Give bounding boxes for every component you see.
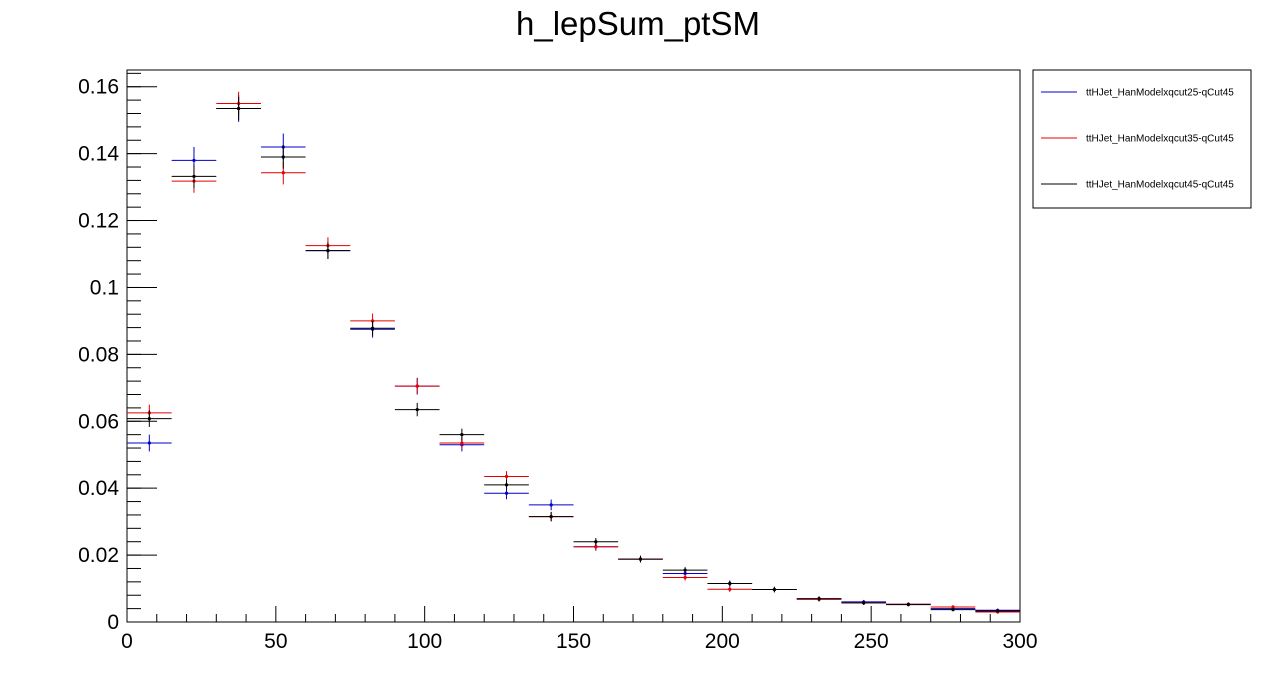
data-point (975, 609, 1020, 613)
data-point (394, 402, 440, 417)
x-axis: 0 50 100 150 200 250 300 (121, 606, 1038, 653)
data-point (171, 164, 217, 189)
point-marker (147, 441, 151, 445)
legend-label: ttHJet_HanModelxqcut45-qCut45 (1086, 180, 1234, 191)
data-point (127, 410, 172, 427)
x-tick-label: 50 (264, 630, 287, 653)
legend-box (1032, 69, 1252, 209)
point-marker (415, 384, 419, 388)
data-point (707, 586, 753, 592)
data-point (484, 479, 529, 491)
data-point (841, 600, 887, 605)
point-marker (326, 249, 330, 253)
series-layer (127, 91, 1020, 614)
point-marker (147, 416, 151, 421)
point-marker (951, 608, 955, 612)
point-marker (504, 474, 509, 479)
point-marker (192, 174, 196, 178)
y-tick-label: 0.14 (78, 143, 119, 166)
data-point (394, 378, 440, 394)
data-point (260, 145, 306, 169)
point-marker (683, 571, 687, 576)
point-marker (504, 491, 509, 495)
legend-label: ttHJet_HanModelxqcut35-qCut45 (1086, 134, 1234, 145)
data-point (752, 586, 797, 593)
point-marker (549, 503, 553, 507)
x-tick-label: 150 (556, 630, 591, 653)
point-marker (281, 171, 285, 175)
point-marker (638, 557, 643, 561)
data-point (618, 555, 663, 563)
data-point (796, 596, 842, 601)
data-point (707, 580, 753, 587)
point-marker (728, 581, 732, 586)
point-marker (817, 596, 821, 601)
point-marker (772, 587, 777, 592)
y-tick-label: 0.16 (78, 76, 119, 99)
data-point (216, 96, 261, 121)
point-marker (728, 587, 732, 591)
y-tick-label: 0.12 (78, 210, 119, 233)
point-marker (862, 601, 866, 605)
point-marker (996, 609, 1000, 613)
point-marker (281, 155, 285, 159)
data-point (127, 434, 172, 452)
y-tick-label: 0.04 (78, 477, 119, 500)
point-marker (683, 568, 687, 572)
chart-title: h_lepSum_ptSM (516, 5, 760, 42)
point-marker (237, 106, 241, 111)
y-tick-label: 0.06 (78, 410, 119, 433)
point-marker (683, 575, 687, 580)
data-point (662, 567, 708, 574)
point-marker (951, 605, 955, 609)
x-tick-label: 0 (121, 630, 133, 653)
y-tick-label: 0 (107, 611, 119, 634)
y-axis: 0 0.02 0.04 0.06 0.08 0.1 0.12 0.14 0.16 (78, 72, 157, 634)
point-marker (906, 603, 910, 607)
x-tick-label: 300 (1002, 630, 1037, 653)
point-marker (594, 540, 598, 544)
y-tick-label: 0.08 (78, 343, 119, 366)
legend: ttHJet_HanModelxqcut25-qCut45 ttHJet_HanM… (1032, 69, 1252, 209)
data-point (305, 242, 351, 260)
data-point (484, 487, 529, 500)
series-3 (127, 96, 1020, 613)
data-point (439, 428, 485, 441)
point-marker (460, 441, 464, 445)
point-marker (460, 433, 464, 437)
data-point (930, 607, 976, 612)
data-point (528, 499, 574, 511)
point-marker (192, 158, 196, 162)
x-tick-label: 100 (407, 630, 442, 653)
data-point (350, 320, 395, 336)
data-point (662, 574, 708, 581)
y-tick-label: 0.1 (90, 276, 119, 299)
point-marker (415, 407, 419, 412)
x-tick-label: 250 (854, 630, 889, 653)
x-tick-label: 200 (705, 630, 740, 653)
point-marker (549, 515, 553, 519)
y-tick-label: 0.02 (78, 544, 119, 567)
point-marker (370, 326, 375, 330)
data-point (573, 538, 619, 546)
legend-entry: ttHJet_HanModelxqcut25-qCut45 (1041, 88, 1234, 99)
legend-label: ttHJet_HanModelxqcut25-qCut45 (1086, 88, 1234, 99)
point-marker (594, 545, 598, 549)
legend-entry: ttHJet_HanModelxqcut35-qCut45 (1041, 134, 1234, 145)
legend-entry: ttHJet_HanModelxqcut45-qCut45 (1041, 180, 1234, 191)
data-point (886, 602, 931, 607)
point-marker (504, 483, 509, 487)
data-point (528, 511, 574, 522)
